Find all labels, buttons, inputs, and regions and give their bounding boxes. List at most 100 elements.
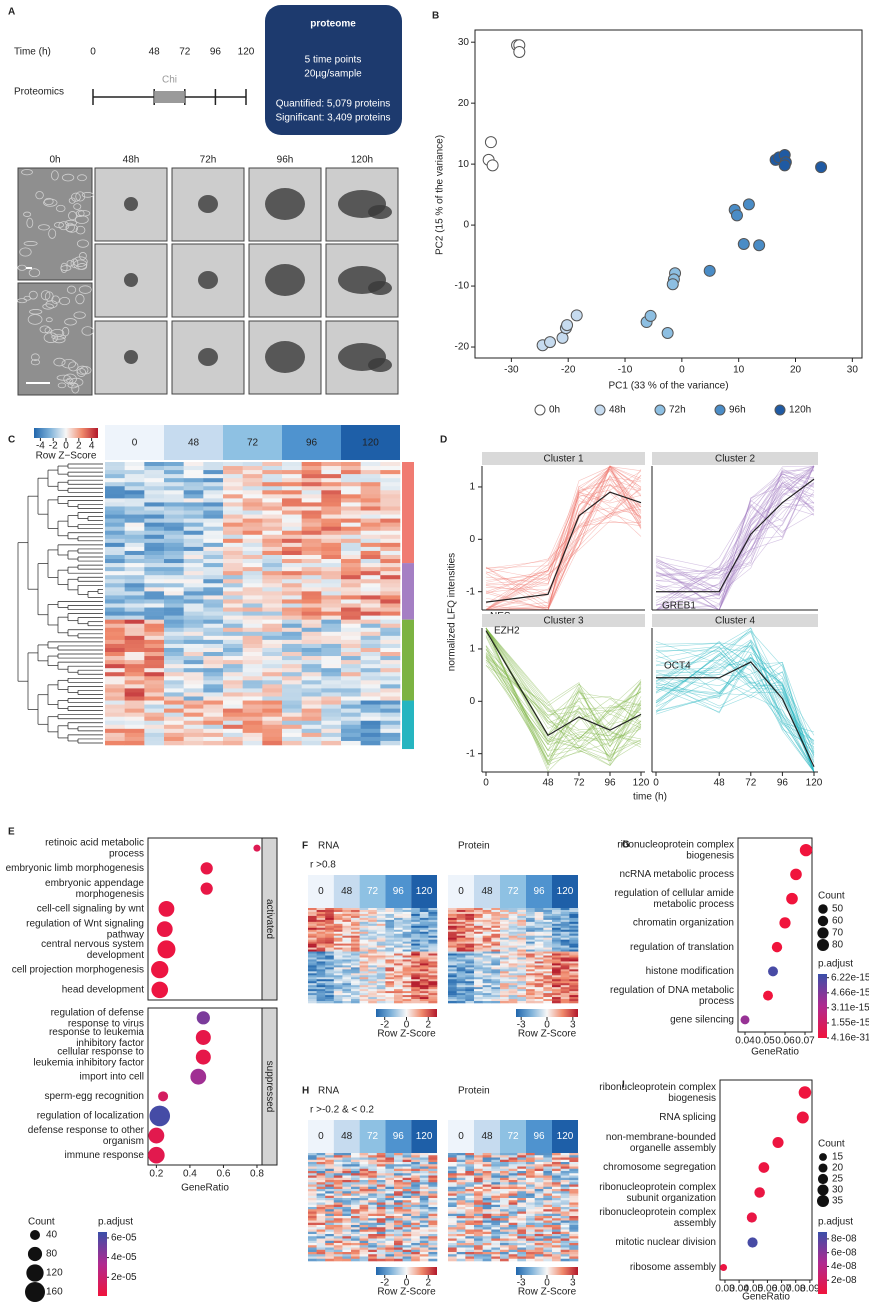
heatmap-cell <box>164 607 184 612</box>
heatmap-cell <box>465 923 475 927</box>
heatmap-cell <box>360 627 381 633</box>
heatmap-cell <box>526 1189 535 1192</box>
heatmap-cell <box>203 664 224 669</box>
heatmap-cell <box>474 957 483 960</box>
heatmap-cell <box>144 518 165 523</box>
heatmap-cell <box>368 1258 378 1262</box>
heatmap-cell <box>342 993 352 996</box>
heatmap-cell <box>569 1216 579 1219</box>
heatmap-cell <box>282 526 302 532</box>
heatmap-cell <box>360 676 381 681</box>
heatmap-cell <box>543 1227 553 1230</box>
heatmap-cell <box>534 929 544 933</box>
heatmap-cell <box>316 1153 326 1156</box>
heatmap-cell <box>316 915 326 919</box>
heatmap-cell <box>491 981 501 984</box>
y-tick-label: -10 <box>455 281 470 292</box>
heatmap-cell <box>508 1001 518 1004</box>
heatmap-cell <box>342 909 352 913</box>
heatmap-cell <box>301 668 322 673</box>
column-header-label: 120 <box>362 438 379 449</box>
heatmap-cell <box>428 961 438 964</box>
heatmap-cell <box>333 941 343 944</box>
heatmap-cell <box>500 1218 509 1221</box>
heatmap-cell <box>351 1254 360 1257</box>
heatmap-cell <box>301 559 322 564</box>
heatmap-cell <box>428 1227 438 1230</box>
heatmap-cell <box>534 1189 544 1192</box>
heatmap-cell <box>341 660 361 665</box>
heatmap-cell <box>474 933 483 937</box>
heatmap-cell <box>183 704 204 709</box>
heatmap-cell <box>380 567 401 572</box>
heatmap-cell <box>342 973 352 976</box>
heatmap-cell <box>124 619 145 625</box>
point <box>661 327 674 340</box>
heatmap-cell <box>508 943 518 946</box>
heatmap-cell <box>552 908 561 911</box>
heatmap-cell <box>242 627 263 633</box>
heatmap-cell <box>351 1231 360 1235</box>
heatmap-cell <box>402 1256 412 1260</box>
heatmap-cell <box>552 919 561 923</box>
heatmap-cell <box>359 949 369 952</box>
heatmap-cell <box>552 999 561 1002</box>
heatmap-cell <box>242 652 263 657</box>
heatmap-cell <box>552 925 561 929</box>
heatmap-cell <box>491 911 501 915</box>
heatmap-cell <box>491 1225 501 1228</box>
heatmap-cell <box>342 989 352 992</box>
heatmap-cell <box>341 571 361 576</box>
heatmap-cell <box>508 1166 518 1170</box>
heatmap-cell <box>394 969 403 972</box>
heatmap-cell <box>333 1258 343 1262</box>
heatmap-cell <box>385 973 395 976</box>
heatmap-cell <box>144 490 165 495</box>
heatmap-cell <box>491 1213 501 1217</box>
heatmap-cell <box>500 1204 509 1208</box>
heatmap-cell <box>569 1245 579 1248</box>
heatmap-cell <box>308 1153 317 1156</box>
heatmap-cell <box>500 941 509 944</box>
heatmap-cell <box>456 1220 466 1224</box>
cell-texture <box>19 247 32 257</box>
heatmap-cell <box>419 963 429 966</box>
heatmap-cell <box>448 1001 457 1004</box>
heatmap-cell <box>569 1198 579 1201</box>
heatmap-cell <box>543 1198 553 1201</box>
heatmap-cell <box>282 680 302 685</box>
heatmap-cell <box>552 923 561 927</box>
heatmap-cell <box>301 546 322 552</box>
heatmap-cell <box>301 494 322 499</box>
heatmap-cell <box>376 1209 386 1212</box>
heatmap-cell <box>402 939 412 942</box>
organoid <box>265 341 305 373</box>
heatmap-cell <box>262 559 283 564</box>
heatmap-cell <box>552 1180 561 1183</box>
column-header-label: 0 <box>318 886 324 897</box>
heatmap-cell <box>560 1166 570 1170</box>
heatmap-cell <box>105 490 125 495</box>
heatmap-cell <box>385 947 395 950</box>
heatmap-cell <box>203 538 224 544</box>
heatmap-cell <box>380 656 401 661</box>
heatmap-cell <box>308 1243 317 1246</box>
heatmap-cell <box>500 1254 509 1257</box>
y-tick-label: 30 <box>458 37 470 48</box>
heatmap-cell <box>474 1234 483 1237</box>
heatmap-cell <box>552 987 561 990</box>
heatmap-cell <box>465 1211 475 1215</box>
heatmap-cell <box>203 506 224 511</box>
heatmap-cell <box>394 1213 403 1217</box>
heatmap-cell <box>517 1209 527 1212</box>
heatmap-cell <box>394 1184 403 1188</box>
heatmap-cell <box>491 1198 501 1201</box>
heatmap-cell <box>368 927 378 931</box>
heatmap-cell <box>543 965 553 968</box>
heatmap-cell <box>105 712 125 717</box>
heatmap-cell <box>474 1240 483 1244</box>
heatmap-cell <box>301 554 322 560</box>
heatmap-cell <box>534 1182 544 1185</box>
heatmap-cell <box>552 1184 561 1188</box>
heatmap-cell <box>203 518 224 523</box>
